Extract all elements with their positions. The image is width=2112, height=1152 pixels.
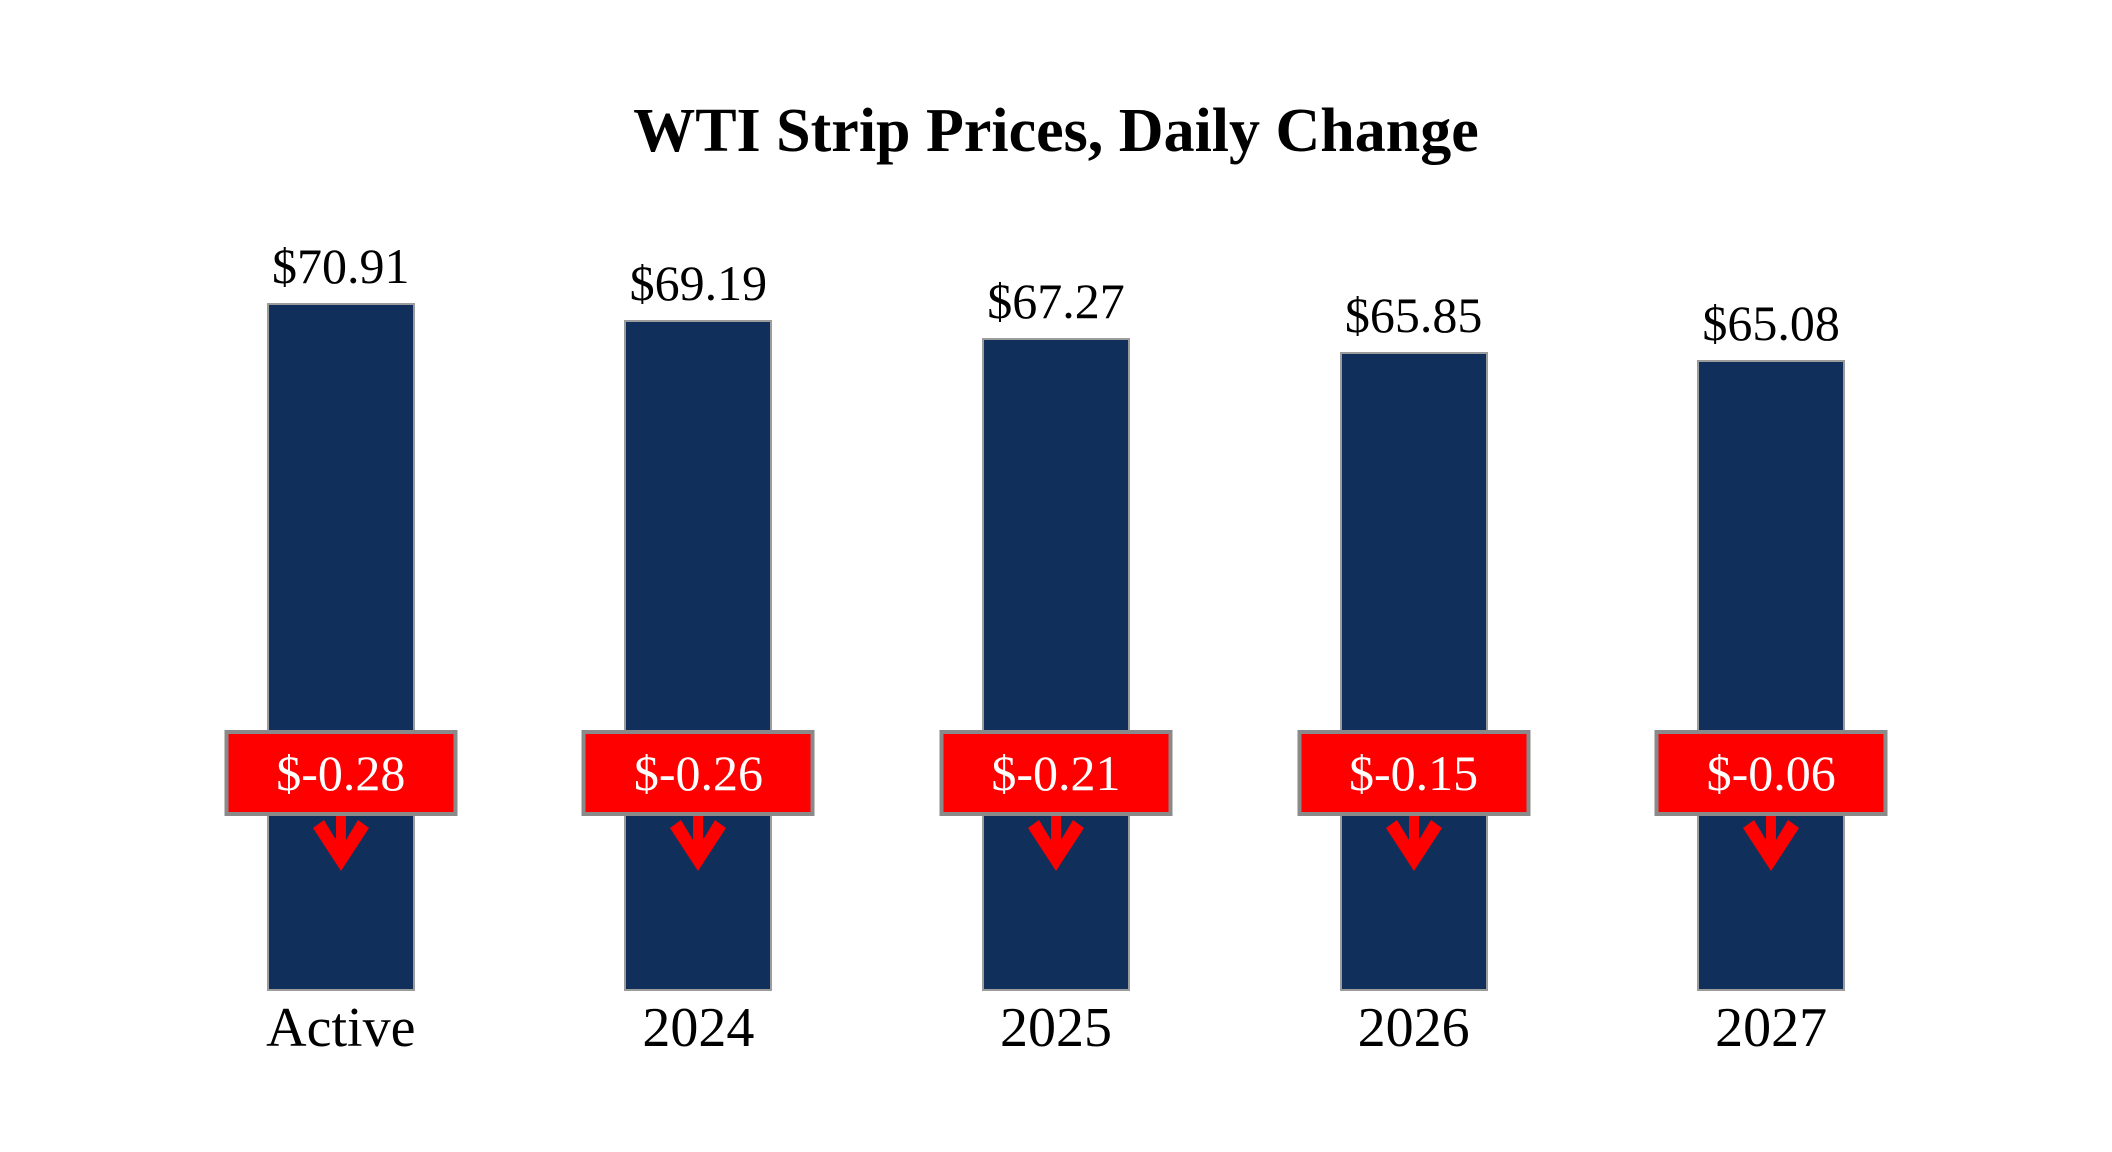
price-bar [981, 338, 1130, 991]
category-label: 2026 [1357, 997, 1470, 1059]
daily-change-badge: $-0.28 [224, 730, 458, 816]
bar-stack: $65.08 [1592, 298, 1950, 991]
daily-change-label: $-0.28 [276, 745, 406, 801]
daily-change-label: $-0.21 [991, 745, 1121, 801]
daily-change-badge: $-0.15 [1297, 730, 1531, 816]
bar-group-active: $70.91 $-0.28 Active [162, 0, 520, 1152]
price-label: $65.08 [1702, 295, 1840, 351]
bar-group-2025: $67.27 $-0.21 2025 [877, 0, 1235, 1152]
down-arrow-icon [1385, 813, 1442, 871]
plot-area: $70.91 $-0.28 Active $69.19 $-0.26 2024 [162, 0, 1950, 1152]
daily-change-badge: $-0.06 [1654, 730, 1888, 816]
bar-stack: $70.91 [162, 241, 520, 991]
price-bar [1697, 360, 1846, 991]
daily-change-badge: $-0.26 [581, 730, 815, 816]
bar-stack: $67.27 [877, 276, 1235, 991]
down-arrow-icon [670, 813, 727, 871]
down-arrow-icon [1027, 813, 1084, 871]
bar-group-2026: $65.85 $-0.15 2026 [1235, 0, 1593, 1152]
daily-change-badge: $-0.21 [939, 730, 1173, 816]
bar-stack: $69.19 [520, 258, 878, 991]
daily-change-label: $-0.26 [633, 745, 763, 801]
price-label: $70.91 [272, 238, 410, 294]
category-label: 2024 [642, 997, 755, 1059]
price-bar [1339, 352, 1488, 991]
down-arrow-icon [312, 813, 369, 871]
price-bar [266, 303, 415, 991]
price-bar [624, 320, 773, 991]
daily-change-label: $-0.15 [1349, 745, 1479, 801]
down-arrow-icon [1743, 813, 1800, 871]
category-label: Active [266, 997, 416, 1059]
bar-stack: $65.85 [1235, 290, 1593, 991]
category-label: 2027 [1715, 997, 1828, 1059]
bar-group-2027: $65.08 $-0.06 2027 [1592, 0, 1950, 1152]
price-label: $65.85 [1344, 287, 1483, 343]
price-label: $69.19 [629, 255, 768, 311]
daily-change-label: $-0.06 [1706, 745, 1836, 801]
price-label: $67.27 [987, 273, 1125, 329]
chart-title: WTI Strip Prices, Daily Change [633, 97, 1479, 165]
bar-group-2024: $69.19 $-0.26 2024 [520, 0, 878, 1152]
category-label: 2025 [999, 997, 1112, 1059]
